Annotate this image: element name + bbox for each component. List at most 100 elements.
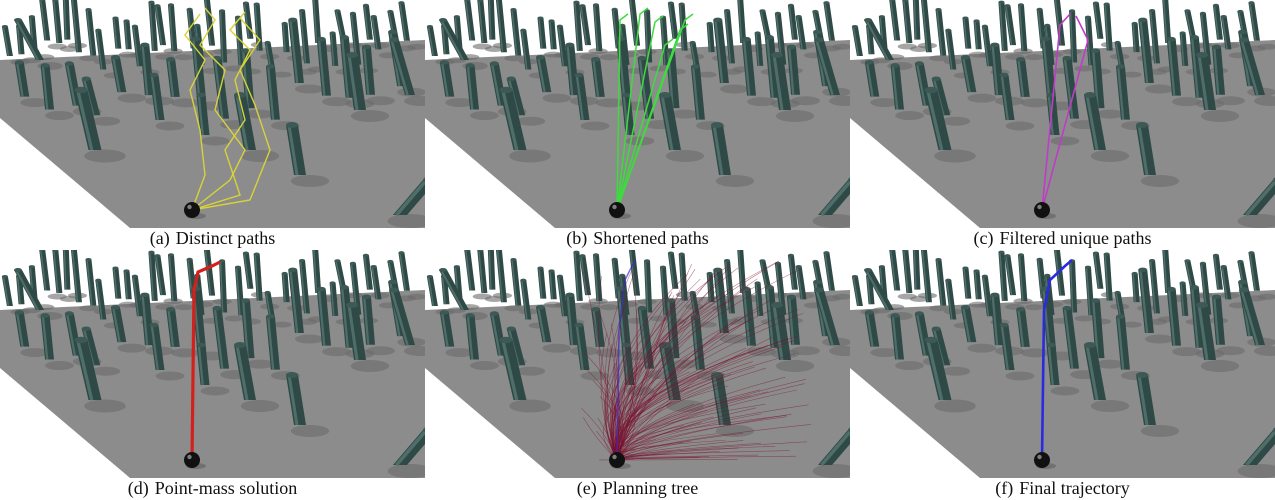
pillar <box>1041 36 1057 101</box>
pillar <box>890 313 905 360</box>
pillar-shadow <box>174 304 194 311</box>
path-group <box>616 7 694 211</box>
pillar <box>40 63 55 110</box>
pillar-top <box>112 266 119 270</box>
pillar-highlight <box>660 94 674 151</box>
pillar-highlight <box>113 267 118 299</box>
pillar-top <box>123 269 130 273</box>
panel-b: (b) Shortened paths <box>425 0 850 250</box>
pillar <box>1016 307 1030 347</box>
pillar-highlight <box>788 5 795 40</box>
path-1 <box>1041 13 1071 211</box>
pillar <box>487 0 496 40</box>
pillar-top <box>426 24 433 28</box>
pillar-highlight <box>71 250 79 303</box>
robot-sphere <box>184 202 200 218</box>
pillar-top <box>565 42 575 48</box>
pillar <box>1149 258 1161 314</box>
pillar <box>1179 31 1189 66</box>
pillar-highlight <box>796 266 803 300</box>
caption-c: (c) Filtered unique paths <box>850 227 1275 249</box>
pillar <box>439 268 469 311</box>
pillar <box>945 28 957 70</box>
pillar <box>1062 55 1080 119</box>
pillar-highlight <box>1197 304 1209 361</box>
pillar-top <box>759 259 766 263</box>
robot-highlight <box>612 454 617 460</box>
pillar-highlight <box>15 312 24 347</box>
pillar <box>334 9 347 40</box>
pillar-top <box>1017 3 1024 7</box>
pillar-highlight <box>1085 94 1099 151</box>
pillar-highlight <box>371 266 378 300</box>
pillar-top <box>240 298 250 303</box>
pillar-top <box>1199 11 1206 15</box>
pillar-highlight <box>390 39 409 96</box>
pillar-highlight <box>549 20 554 50</box>
pillar-top <box>1084 265 1091 269</box>
pillar-highlight <box>371 16 378 50</box>
pillar-highlight <box>772 54 784 111</box>
caption-tag: (a) <box>149 228 170 248</box>
pillar-highlight <box>330 32 335 66</box>
pillar <box>912 250 921 290</box>
pillar <box>973 269 982 300</box>
pillar-top <box>370 14 377 18</box>
pillar-highlight <box>1054 0 1062 46</box>
pillar-top <box>194 23 201 27</box>
pillar <box>240 48 255 109</box>
pillar-top <box>573 250 580 254</box>
pillar-top <box>85 257 92 261</box>
pillar-top <box>40 63 50 68</box>
pillar-highlight <box>690 292 697 319</box>
pillar-highlight <box>235 344 249 401</box>
pillar-highlight <box>1163 0 1168 43</box>
pillar <box>264 40 276 69</box>
caption-tag: (d) <box>127 478 149 498</box>
pillar <box>786 44 801 95</box>
pillar-highlight <box>149 252 155 301</box>
pillar-highlight <box>1213 296 1220 345</box>
pillar <box>52 250 63 294</box>
pillar-highlight <box>213 57 224 119</box>
pillar <box>795 264 807 300</box>
pillar-top <box>1196 302 1208 308</box>
pillar-highlight <box>714 269 724 334</box>
pillar-highlight <box>149 2 155 51</box>
pillar <box>112 266 122 299</box>
pillar-highlight <box>852 276 860 307</box>
tree-edge <box>611 270 635 461</box>
pillar-highlight <box>1213 46 1220 95</box>
pillar-top <box>212 305 222 311</box>
pillar-top <box>520 28 527 32</box>
tree-edge <box>616 407 757 461</box>
pillar-shadow <box>79 305 99 312</box>
pillar-highlight <box>772 304 784 361</box>
pillar-highlight <box>521 30 528 70</box>
pillar-shadow <box>1050 136 1080 146</box>
pillar-highlight <box>335 260 343 290</box>
pillar-highlight <box>363 5 370 40</box>
pillar-top <box>914 61 924 66</box>
pillar <box>1166 36 1182 96</box>
panel-c: (c) Filtered unique paths <box>850 0 1275 250</box>
pillar-top <box>864 18 872 22</box>
pillar <box>591 57 605 97</box>
pillar-top <box>253 2 260 6</box>
pillar-top <box>40 313 50 318</box>
pillar <box>998 250 1008 301</box>
pillar-highlight <box>788 46 795 95</box>
pillar-highlight <box>1092 300 1099 359</box>
pillar-top <box>1138 17 1148 23</box>
pillar-top <box>1248 251 1255 255</box>
pillar <box>110 305 127 343</box>
path-4 <box>191 17 271 211</box>
pillar-shadow <box>1024 304 1044 311</box>
pillar-top <box>1062 305 1072 311</box>
pillar-highlight <box>644 10 649 63</box>
pillar-highlight <box>440 269 464 311</box>
pillar-highlight <box>724 10 732 64</box>
pillar-top <box>1004 254 1011 258</box>
pillar-highlight <box>1047 344 1054 386</box>
pillar-top <box>537 266 544 270</box>
